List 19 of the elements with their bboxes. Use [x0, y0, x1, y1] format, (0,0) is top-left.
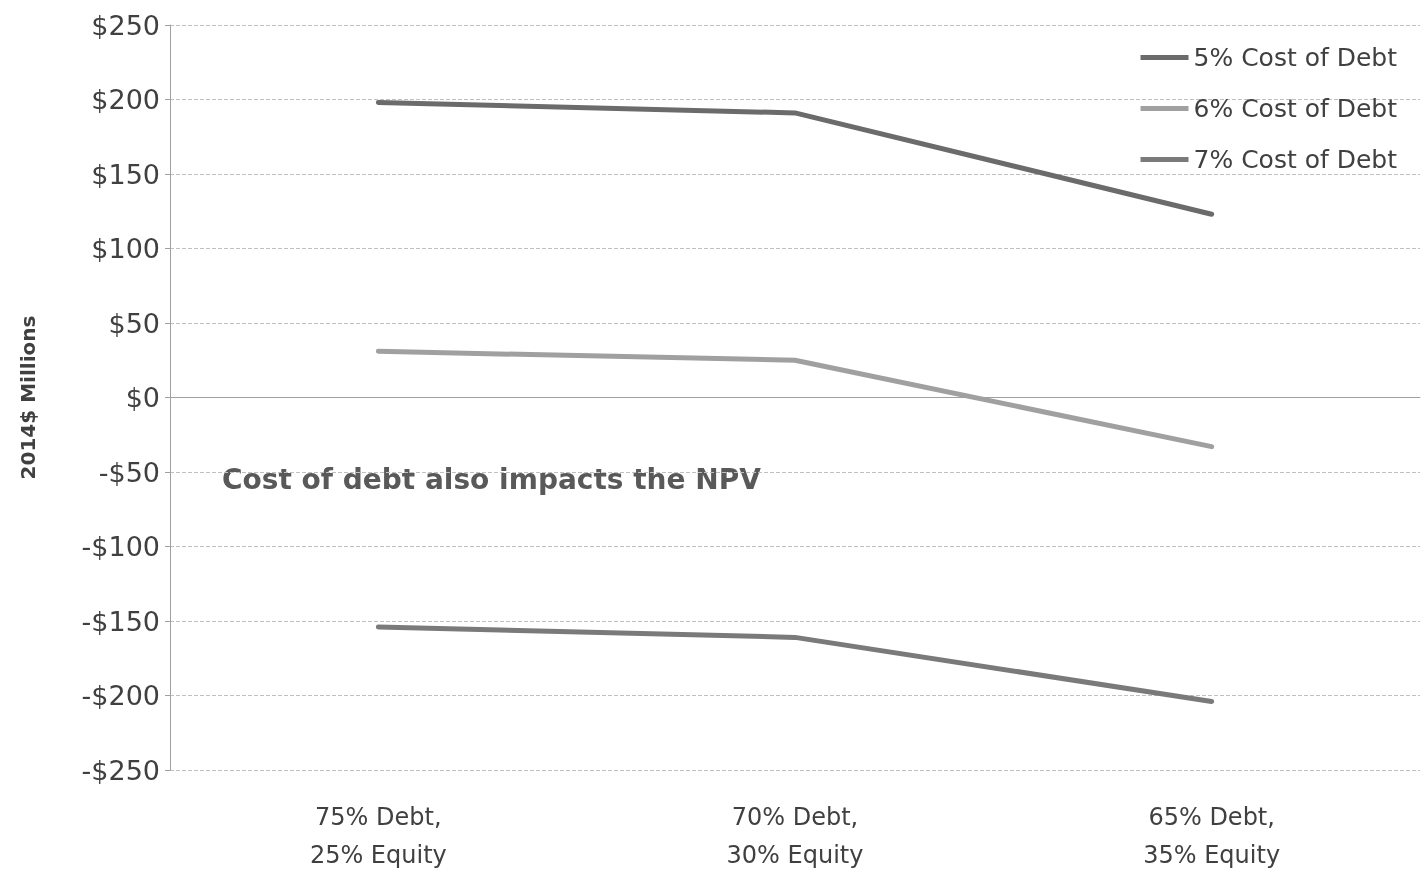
y-tick-label: -$250 [81, 754, 160, 786]
legend-label: 6% Cost of Debt [1193, 94, 1398, 123]
y-tick-label: $200 [91, 84, 160, 115]
y-tick-label: -$50 [98, 456, 160, 488]
y-tick-label: $0 [125, 382, 160, 413]
y-tick-label: $50 [108, 307, 160, 339]
y-axis-title: 2014$ Millions [16, 315, 40, 480]
y-tick-label: -$100 [81, 531, 160, 562]
y-tick-label: -$200 [81, 680, 160, 711]
x-tick-label: 65% Debt, 35% Equity [1143, 803, 1281, 869]
legend-label: 5% Cost of Debt [1193, 43, 1398, 72]
annotation: Cost of debt also impacts the NPV [222, 462, 762, 496]
y-tick-label: $100 [91, 233, 160, 264]
y-tick-label: $250 [91, 9, 160, 41]
y-tick-label: -$150 [81, 605, 160, 637]
legend-label: 7% Cost of Debt [1193, 145, 1398, 174]
x-tick-label: 75% Debt, 25% Equity [309, 803, 447, 869]
y-tick-label: $150 [91, 158, 160, 190]
x-tick-label: 70% Debt, 30% Equity [726, 803, 864, 869]
